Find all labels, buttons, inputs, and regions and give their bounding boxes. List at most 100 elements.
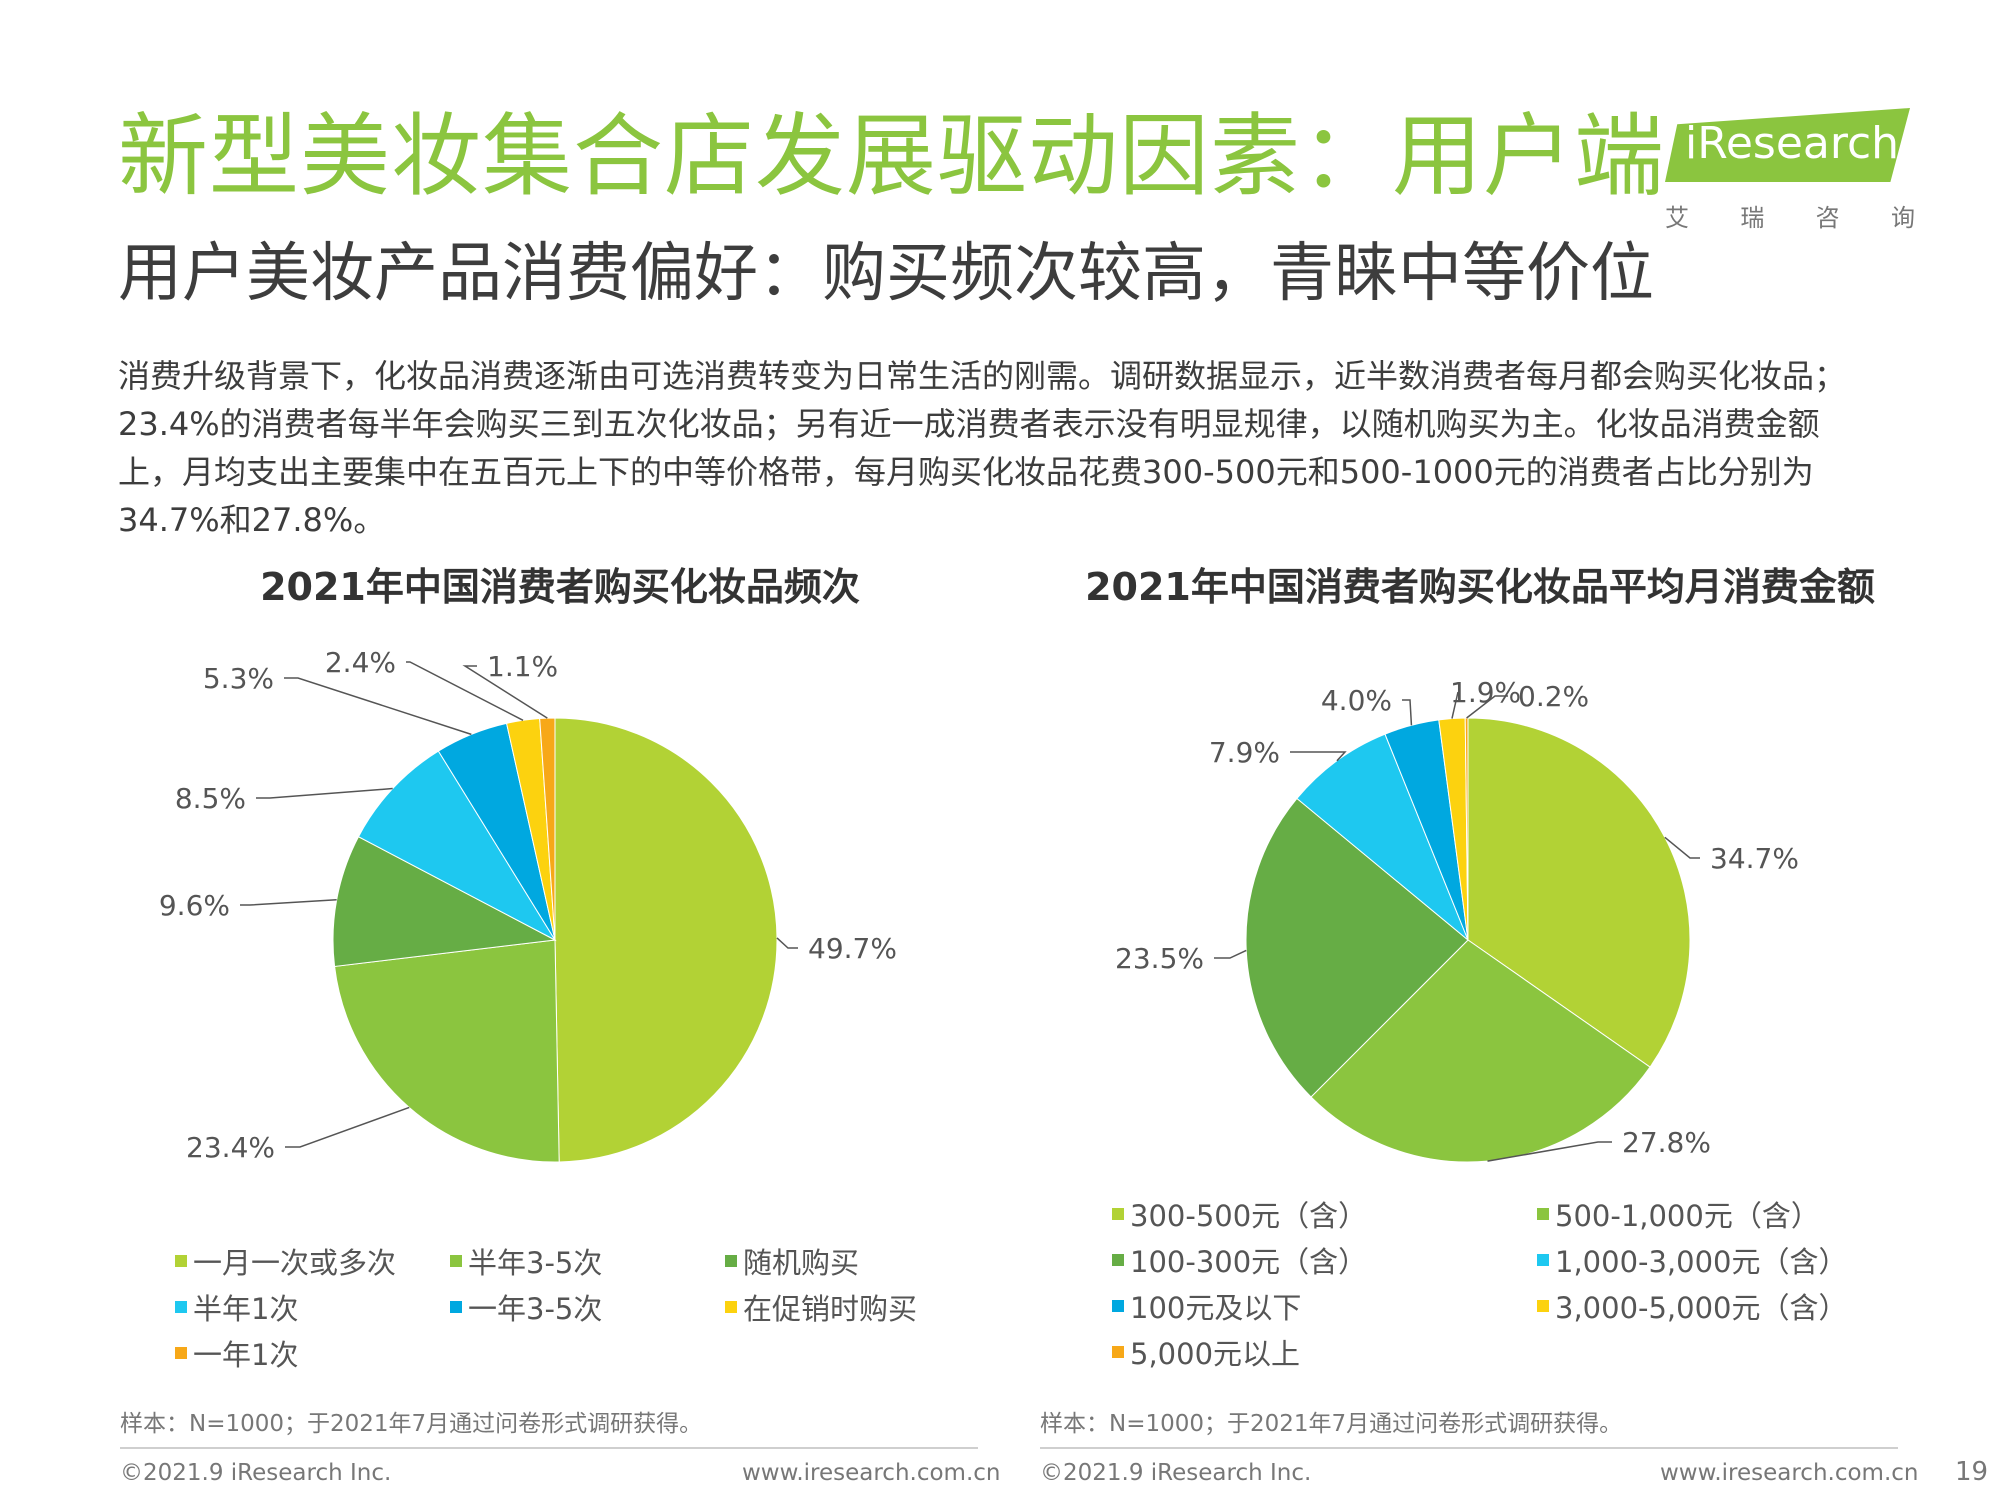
- legend-item: 在促销时购买: [725, 1286, 917, 1328]
- legend-label: 300-500元（含）: [1130, 1199, 1368, 1233]
- leader-line: [1402, 699, 1413, 726]
- leader-line: [1290, 751, 1347, 762]
- leader-line: [284, 677, 472, 736]
- legend-item: 一年1次: [175, 1332, 298, 1374]
- logo-subtitle: 艾 瑞 咨 询: [1665, 198, 1915, 233]
- legend-item: 100-300元（含）: [1112, 1239, 1367, 1281]
- data-label: 34.7%: [1710, 842, 1799, 875]
- leader-line: [1664, 836, 1700, 859]
- pie-chart-frequency: 49.7% 23.4% 9.6% 8.5% 5.3% 2.4% 1.1%: [159, 646, 897, 1164]
- legend-item: 随机购买: [725, 1240, 859, 1282]
- page-number: 19: [1955, 1457, 1989, 1487]
- data-label: 9.6%: [159, 889, 230, 922]
- pie-slice: [357, 750, 557, 942]
- data-label: 49.7%: [808, 932, 897, 965]
- legend-monthly-spend: 300-500元（含） 500-1,000元（含） 100-300元（含） 1,000…: [1112, 1193, 1912, 1383]
- leader-line: [1487, 1141, 1612, 1162]
- pie-slice: [554, 717, 778, 1163]
- legend-label: 500-1,000元（含）: [1555, 1199, 1820, 1233]
- leader-line: [406, 661, 524, 721]
- data-label: 5.3%: [203, 662, 274, 695]
- page-subtitle: 用户美妆产品消费偏好：购买频次较高，青睐中等价位: [118, 237, 1654, 311]
- legend-swatch: [1537, 1254, 1549, 1266]
- logo-word: iResearch: [1685, 118, 1900, 169]
- legend-label: 随机购买: [743, 1246, 860, 1280]
- legend-swatch: [1112, 1300, 1124, 1312]
- pie-slice: [1245, 797, 1469, 1098]
- legend-swatch: [175, 1347, 187, 1359]
- legend-label: 在促销时购买: [743, 1292, 918, 1326]
- legend-item: 半年3-5次: [450, 1240, 602, 1282]
- pie-slice: [332, 836, 557, 967]
- legend-item: 3,000-5,000元（含）: [1537, 1285, 1848, 1327]
- summary-text: 消费升级背景下，化妆品消费逐渐由可选消费转变为日常生活的刚需。调研数据显示，近半…: [118, 352, 1948, 544]
- footer-url-right[interactable]: www.iresearch.com.cn: [1660, 1460, 1919, 1486]
- legend-swatch: [1112, 1208, 1124, 1220]
- legend-item: 500-1,000元（含）: [1537, 1193, 1820, 1235]
- chart-title-frequency: 2021年中国消费者购买化妆品频次: [260, 565, 860, 609]
- legend-label: 半年1次: [193, 1292, 299, 1326]
- summary-line: 上，月均支出主要集中在五百元上下的中等价格带，每月购买化妆品花费300-500元…: [118, 453, 1814, 491]
- legend-swatch: [1112, 1254, 1124, 1266]
- legend-swatch: [175, 1301, 187, 1313]
- leader-line: [462, 665, 548, 719]
- legend-item: 1,000-3,000元（含）: [1537, 1239, 1848, 1281]
- legend-swatch: [450, 1301, 462, 1313]
- iresearch-logo: iResearch 艾 瑞 咨 询: [1665, 108, 1915, 232]
- footer-divider-left: [120, 1447, 978, 1449]
- data-label: 2.4%: [325, 646, 396, 679]
- data-label: 23.4%: [186, 1131, 275, 1164]
- logo-char: 询: [1890, 204, 1915, 232]
- summary-line: 34.7%和27.8%。: [118, 501, 386, 539]
- data-label: 4.0%: [1321, 684, 1392, 717]
- legend-label: 3,000-5,000元（含）: [1555, 1291, 1848, 1325]
- pie-slice: [1464, 717, 1469, 941]
- summary-line: 23.4%的消费者每半年会购买三到五次化妆品；另有近一成消费者表示没有明显规律，…: [118, 405, 1820, 443]
- legend-swatch: [725, 1301, 737, 1313]
- legend-swatch: [1537, 1300, 1549, 1312]
- legend-label: 1,000-3,000元（含）: [1555, 1245, 1848, 1279]
- legend-item: 半年1次: [175, 1286, 298, 1328]
- data-label: 7.9%: [1209, 736, 1280, 769]
- data-label: 27.8%: [1622, 1126, 1711, 1159]
- leader-line: [240, 899, 337, 906]
- legend-item: 5,000元以上: [1112, 1331, 1300, 1373]
- pie-slice: [1296, 733, 1469, 941]
- legend-swatch: [175, 1255, 187, 1267]
- leader-line: [776, 937, 798, 949]
- legend-swatch: [1112, 1346, 1124, 1358]
- sample-note-left: 样本：N=1000；于2021年7月通过问卷形式调研获得。: [120, 1411, 703, 1437]
- page-title: 新型美妆集合店发展驱动因素：用户端: [118, 104, 1665, 209]
- data-label: 0.2%: [1518, 680, 1589, 713]
- legend-item: 300-500元（含）: [1112, 1193, 1367, 1235]
- chart-title-monthly-spend: 2021年中国消费者购买化妆品平均月消费金额: [1085, 565, 1875, 609]
- data-label: 8.5%: [175, 782, 246, 815]
- logo-char: 艾: [1665, 204, 1689, 232]
- summary-line: 消费升级背景下，化妆品消费逐渐由可选消费转变为日常生活的刚需。调研数据显示，近半…: [118, 357, 1847, 395]
- pie-slice: [539, 717, 556, 941]
- legend-label: 5,000元以上: [1130, 1337, 1301, 1371]
- legend-item: 一月一次或多次: [175, 1240, 396, 1282]
- leader-line: [1466, 695, 1508, 719]
- pie-slice: [334, 939, 560, 1163]
- pie-slice: [1467, 717, 1691, 1068]
- footer-url-left[interactable]: www.iresearch.com.cn: [742, 1460, 1001, 1486]
- legend-swatch: [725, 1255, 737, 1267]
- data-label: 23.5%: [1115, 942, 1204, 975]
- pie-slice: [1310, 939, 1651, 1163]
- legend-item: 一年3-5次: [450, 1286, 602, 1328]
- legend-frequency: 一月一次或多次 半年3-5次 随机购买半年1次 一年3-5次 在促销时购买一年1次: [175, 1240, 975, 1380]
- footer-divider-right: [1040, 1447, 1898, 1449]
- logo-char: 咨: [1815, 204, 1840, 232]
- leader-line: [256, 787, 393, 799]
- legend-label: 100元及以下: [1130, 1291, 1302, 1325]
- sample-note-right: 样本：N=1000；于2021年7月通过问卷形式调研获得。: [1040, 1411, 1623, 1437]
- pie-chart-monthly-spend: 34.7%27.8%23.5%7.9%4.0% 1.9%0.2%: [1115, 676, 1799, 1163]
- leader-line: [1214, 949, 1247, 959]
- legend-label: 100-300元（含）: [1130, 1245, 1368, 1279]
- data-label: 1.1%: [487, 650, 558, 683]
- leader-line: [1451, 691, 1459, 719]
- footer-copyright-left: ©2021.9 iResearch Inc.: [120, 1460, 392, 1486]
- footer-copyright-right: ©2021.9 iResearch Inc.: [1040, 1460, 1312, 1486]
- legend-item: 100元及以下: [1112, 1285, 1301, 1327]
